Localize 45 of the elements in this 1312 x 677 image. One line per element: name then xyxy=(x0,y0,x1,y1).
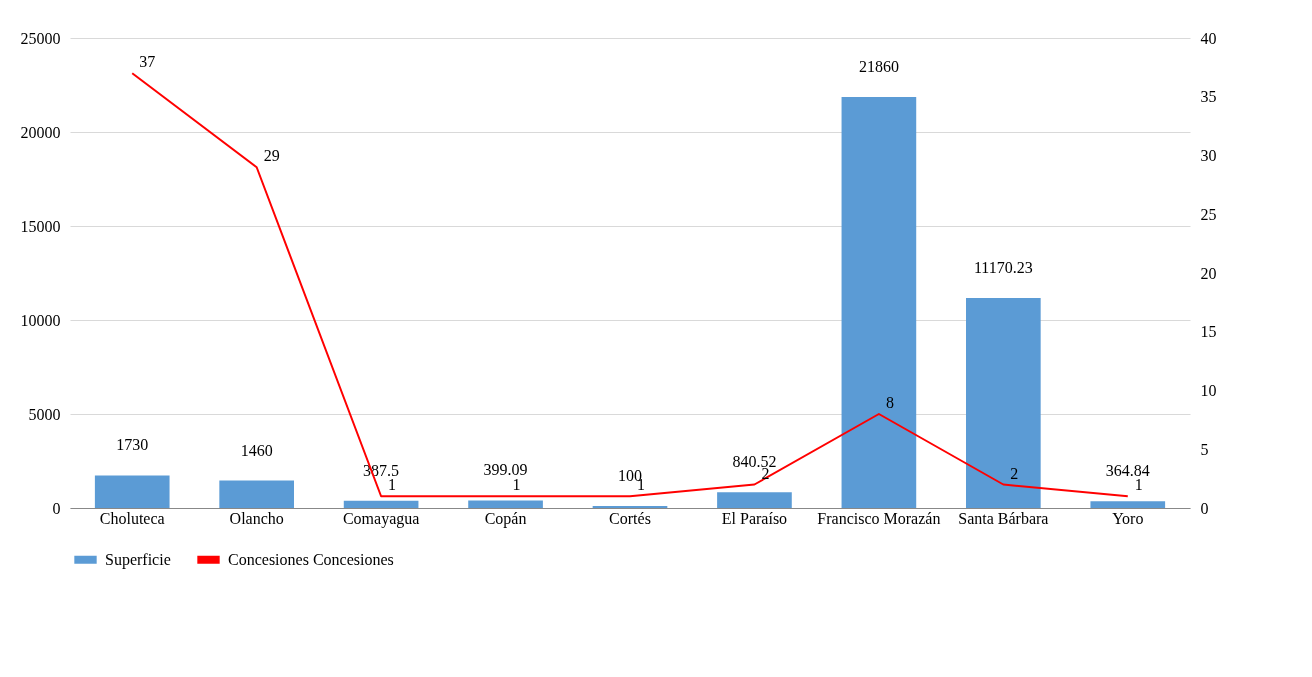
bar xyxy=(219,480,294,508)
x-tick-label: Copán xyxy=(484,509,527,528)
y-tick-label: 25000 xyxy=(20,29,61,47)
y2-tick-label: 40 xyxy=(1200,29,1217,47)
data-label: 8 xyxy=(885,394,894,411)
y2-tick-label: 25 xyxy=(1200,205,1217,223)
bar xyxy=(94,475,170,508)
legend-label: Concesiones Concesiones xyxy=(228,550,394,568)
x-tick-label: Cortés xyxy=(609,509,651,527)
y-tick-label: 10000 xyxy=(20,311,61,329)
bar xyxy=(1090,501,1166,508)
y-tick-label: 20000 xyxy=(20,123,61,141)
x-tick-label: El Paraíso xyxy=(721,509,788,527)
data-label: 37 xyxy=(139,53,156,71)
bar xyxy=(343,500,419,508)
bar xyxy=(717,492,792,508)
data-label: 1 xyxy=(512,476,521,494)
y2-tick-label: 0 xyxy=(1200,499,1209,517)
y2-tick-label: 30 xyxy=(1200,147,1217,164)
y-tick-label: 15000 xyxy=(20,217,61,235)
bar xyxy=(966,298,1041,508)
x-tick-label: Francisco Morazán xyxy=(817,509,941,527)
bar xyxy=(841,97,917,508)
y2-tick-label: 35 xyxy=(1200,88,1217,106)
y2-tick-label: 20 xyxy=(1200,264,1217,282)
y2-tick-label: 5 xyxy=(1200,440,1209,458)
data-label: 2 xyxy=(1010,464,1019,482)
y2-tick-label: 15 xyxy=(1200,323,1217,341)
data-label: 1460 xyxy=(240,441,273,459)
data-label: 29 xyxy=(263,147,280,165)
x-tick-label: Santa Bárbara xyxy=(958,509,1049,527)
data-label: 11170.23 xyxy=(973,259,1033,276)
legend-label: Superficie xyxy=(105,550,171,569)
data-label: 399.09 xyxy=(483,461,528,479)
x-tick-label: Comayagua xyxy=(342,509,420,528)
x-tick-label: Olancho xyxy=(229,509,284,527)
x-tick-label: Yoro xyxy=(1112,509,1144,527)
x-tick-label: Choluteca xyxy=(99,509,165,527)
y-tick-label: 5000 xyxy=(28,405,61,423)
data-label: 21860 xyxy=(858,58,899,76)
bar xyxy=(468,500,543,508)
data-label: 1 xyxy=(388,476,397,494)
y-tick-label: 0 xyxy=(52,499,61,517)
y2-tick-label: 10 xyxy=(1200,382,1217,399)
data-label: 1730 xyxy=(116,436,149,454)
